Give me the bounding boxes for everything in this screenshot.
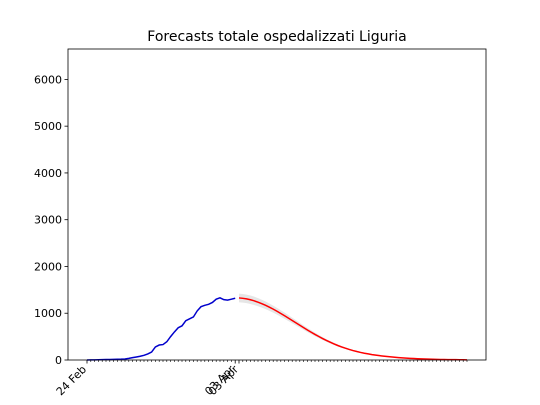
y-tick-label: 5000 — [34, 120, 62, 133]
x-tick-label: 24 Feb — [54, 363, 89, 398]
series-line — [238, 297, 468, 361]
y-tick-label: 4000 — [34, 167, 62, 180]
series-line — [86, 296, 236, 361]
y-tick-label: 1000 — [34, 307, 62, 320]
y-tick-label: 2000 — [34, 260, 62, 273]
y-tick-label: 0 — [55, 354, 62, 367]
y-tick-label: 6000 — [34, 73, 62, 86]
chart-title: Forecasts totale ospedalizzati Liguria — [147, 29, 406, 45]
y-tick-label: 3000 — [34, 214, 62, 227]
confidence-band — [239, 293, 467, 360]
